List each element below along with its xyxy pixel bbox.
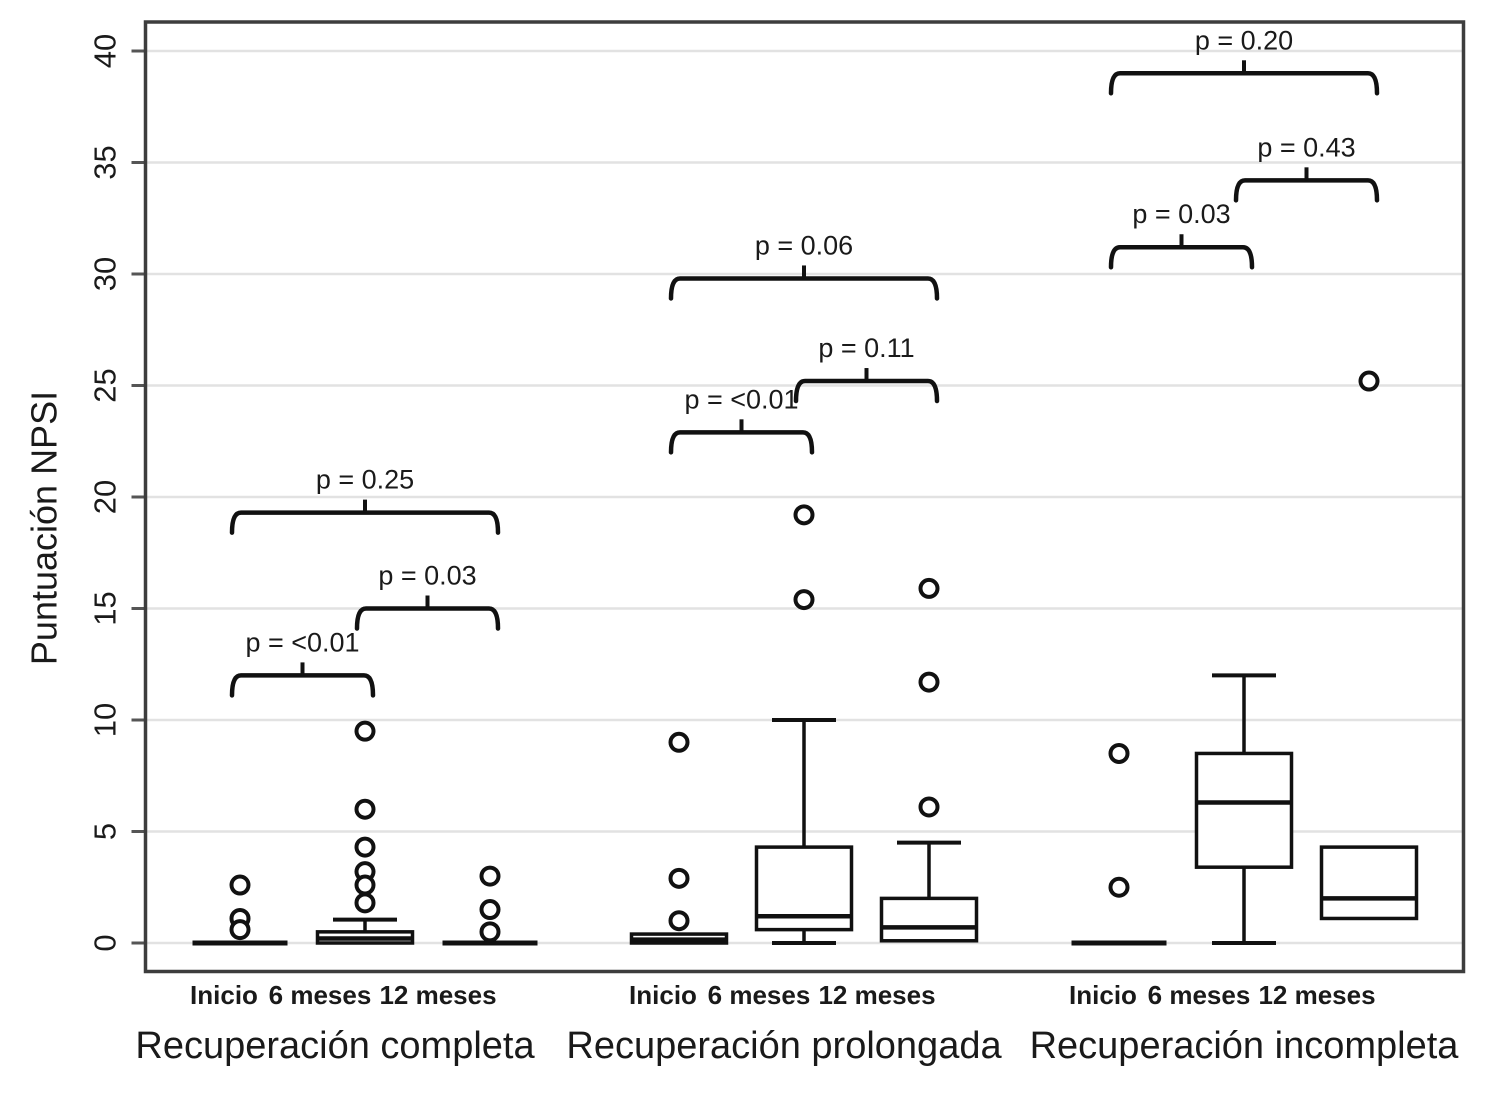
p-value-label: p = 0.20 (1195, 25, 1293, 55)
outlier-point (354, 892, 376, 914)
outlier-point (479, 921, 501, 943)
box (879, 896, 979, 943)
outlier-point (229, 874, 251, 896)
group-label: Recuperación incompleta (1030, 1025, 1460, 1067)
outlier-point (229, 919, 251, 941)
outlier-point (1108, 742, 1130, 764)
y-tick-label: 40 (88, 34, 123, 68)
p-value-label: p = 0.03 (1132, 199, 1230, 229)
box (1319, 845, 1419, 921)
outlier-point (1358, 370, 1380, 392)
x-tick-label: Inicio (190, 980, 258, 1010)
outlier-point (668, 867, 690, 889)
outlier-point (918, 796, 940, 818)
y-tick-label: 30 (88, 257, 123, 291)
y-tick-label: 10 (88, 703, 123, 737)
outlier-point (1108, 876, 1130, 898)
outlier-point (793, 589, 815, 611)
p-value-label: p = 0.43 (1257, 132, 1355, 162)
x-tick-label: Inicio (629, 980, 697, 1010)
p-value-label: p = 0.03 (378, 561, 476, 591)
group-label: Recuperación completa (135, 1025, 535, 1067)
y-tick-label: 25 (88, 368, 123, 402)
p-value-label: p = <0.01 (684, 384, 798, 414)
y-tick-label: 15 (88, 591, 123, 625)
outlier-point (354, 836, 376, 858)
x-tick-label: 6 meses (708, 980, 811, 1010)
x-tick-label: 12 meses (379, 980, 496, 1010)
outlier-point (668, 731, 690, 753)
group-label: Recuperación prolongada (566, 1025, 1002, 1067)
p-value-label: p = 0.11 (818, 333, 914, 363)
outlier-point (668, 910, 690, 932)
p-value-label: p = 0.25 (316, 465, 414, 495)
y-tick-label: 35 (88, 145, 123, 179)
x-tick-label: 12 meses (1258, 980, 1375, 1010)
y-tick-label: 5 (88, 823, 123, 840)
outlier-point (354, 798, 376, 820)
outlier-point (479, 865, 501, 887)
x-tick-label: 6 meses (269, 980, 372, 1010)
x-tick-label: 12 meses (818, 980, 935, 1010)
outlier-point (479, 899, 501, 921)
plot-frame (143, 20, 1466, 974)
x-tick-label: 6 meses (1148, 980, 1251, 1010)
x-tick-label: Inicio (1069, 980, 1137, 1010)
p-value-label: p = <0.01 (245, 627, 359, 657)
y-tick-label: 0 (88, 934, 123, 951)
outlier-point (793, 504, 815, 526)
y-tick-label: 20 (88, 480, 123, 514)
outlier-point (354, 874, 376, 896)
outlier-point (354, 720, 376, 742)
outlier-point (918, 671, 940, 693)
y-axis-title: Puntuación NPSI (24, 391, 65, 665)
p-value-label: p = 0.06 (755, 230, 853, 260)
box (1194, 751, 1294, 869)
outlier-point (918, 577, 940, 599)
